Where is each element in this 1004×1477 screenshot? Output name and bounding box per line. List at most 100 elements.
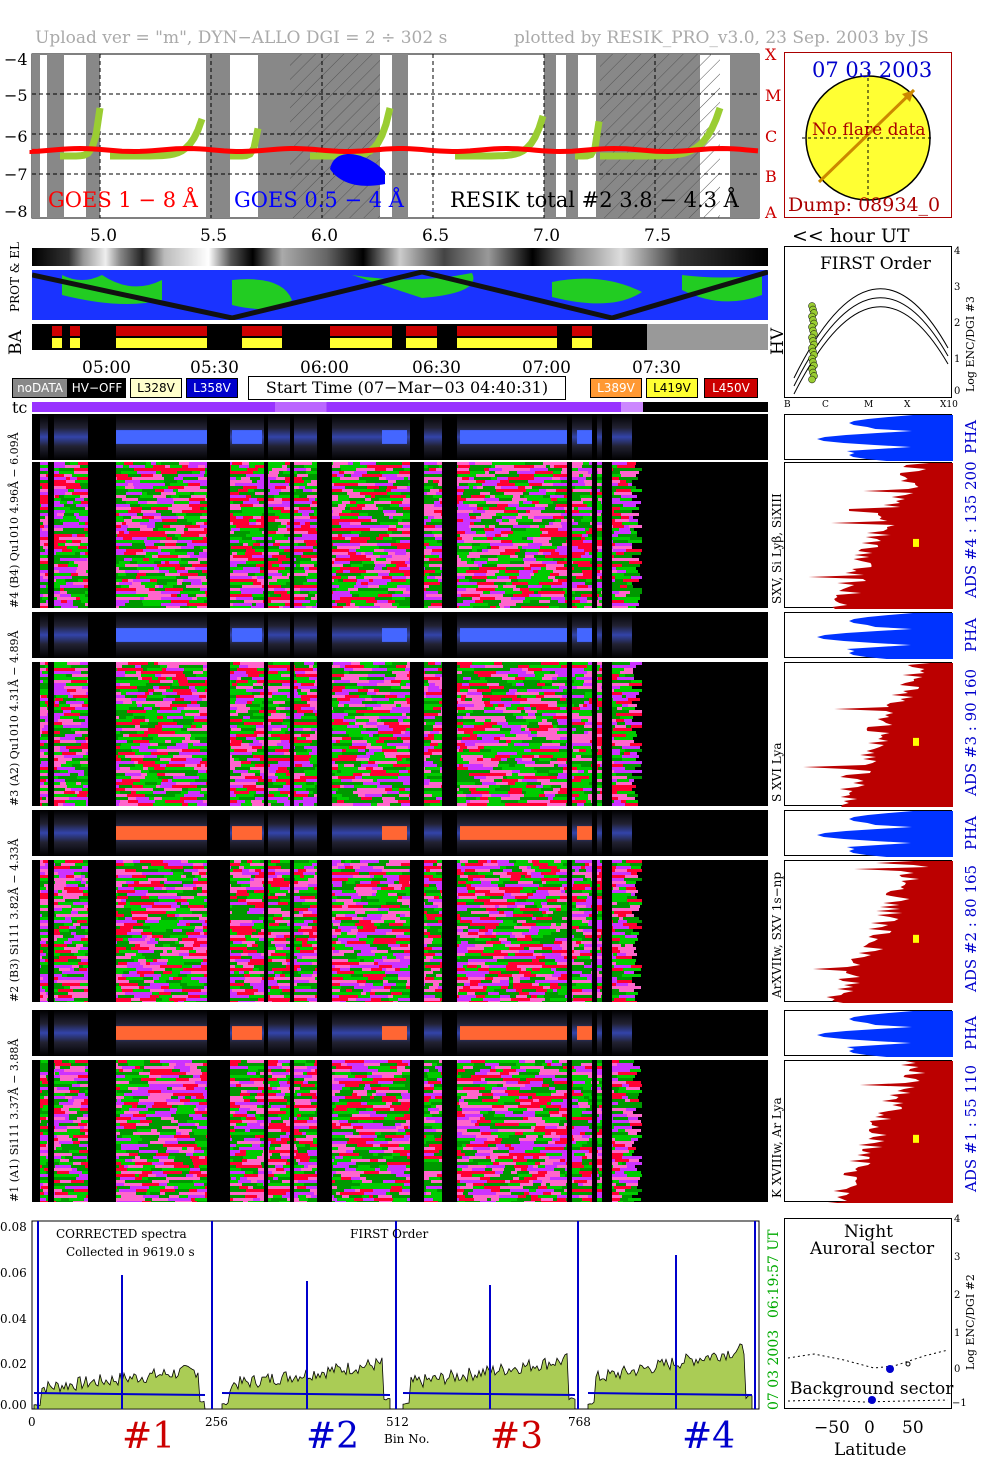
spec-cell	[511, 528, 518, 531]
spec-cell	[345, 695, 359, 698]
spec-cell	[400, 701, 407, 704]
spec-cell	[392, 788, 399, 791]
spec-cell	[461, 698, 465, 701]
spec-cell	[403, 719, 409, 722]
spec-cell	[330, 665, 340, 668]
spec-cell	[272, 564, 279, 567]
spec-cell	[422, 668, 438, 671]
spec-cell	[230, 719, 242, 722]
spec-cell	[597, 480, 602, 483]
spec-cell	[140, 591, 150, 594]
spec-cell	[349, 746, 366, 749]
spec-cell	[80, 728, 94, 731]
spec-cell	[60, 591, 67, 594]
spec-cell	[113, 746, 120, 749]
spec-cell	[305, 522, 310, 525]
spec-cell	[281, 764, 295, 767]
spec-cell	[571, 677, 576, 680]
spec-cell	[522, 480, 528, 483]
spec-cell	[524, 683, 537, 686]
spec-cell	[553, 516, 564, 519]
spec-cell	[474, 534, 486, 537]
spec-cell	[359, 477, 375, 480]
spec-cell	[76, 689, 91, 692]
spec-cell	[254, 698, 272, 701]
spec-cell	[428, 662, 435, 665]
spec-cell	[198, 734, 212, 737]
spec-cell	[629, 683, 647, 686]
spec-cell	[425, 561, 430, 564]
spec-cell	[529, 465, 534, 468]
spec-cell	[146, 710, 157, 713]
spec-cell	[175, 731, 190, 734]
time-tick: 07:30	[632, 358, 681, 378]
spec-cell	[151, 507, 168, 510]
spec-cell	[142, 507, 151, 510]
spec-cell	[343, 558, 359, 561]
spec-cell	[477, 740, 494, 743]
spec-cell	[476, 531, 485, 534]
spec-cell	[485, 531, 501, 534]
nodata-segment	[647, 324, 768, 350]
spec-cell	[168, 507, 185, 510]
spec-cell	[595, 689, 600, 692]
spec-cell	[517, 576, 531, 579]
spec-cell	[366, 767, 373, 770]
spec-cell	[368, 534, 379, 537]
spec-cell	[614, 737, 633, 740]
spec-cell	[345, 686, 363, 689]
spec-cell	[137, 561, 154, 564]
spec-cell	[557, 758, 568, 761]
spec-cell	[455, 576, 465, 579]
spec-cell	[458, 465, 470, 468]
spec-cell	[385, 782, 389, 785]
spec-cell	[63, 528, 78, 531]
spec-cell	[246, 737, 256, 740]
spec-cell	[141, 486, 153, 489]
spec-cell	[119, 546, 125, 549]
spec-cell	[230, 573, 248, 576]
spec-cell	[571, 740, 590, 743]
spec-cell	[151, 785, 156, 788]
spec-cell	[138, 788, 153, 791]
spec-cell	[338, 498, 349, 501]
spec-cell	[524, 749, 531, 752]
spec-cell	[551, 585, 564, 588]
spec-cell	[361, 552, 365, 555]
spec-cell	[227, 579, 238, 582]
spec-cell	[385, 695, 397, 698]
spec-cell	[433, 495, 449, 498]
spec-cell	[473, 486, 477, 489]
spec-cell	[500, 737, 513, 740]
spec-cell	[531, 731, 537, 734]
spec-cell	[54, 728, 71, 731]
ba-segment	[330, 326, 392, 336]
spec-cell	[255, 492, 264, 495]
spec-cell	[541, 594, 560, 597]
gridlines	[32, 54, 759, 218]
spec-cell	[279, 471, 283, 474]
spec-cell	[267, 734, 271, 737]
spec-cell	[344, 710, 356, 713]
spec-cell	[257, 480, 270, 483]
spec-cell	[364, 516, 372, 519]
spec-cell	[232, 683, 237, 686]
pha-signal	[232, 430, 262, 444]
spec-cell	[425, 567, 440, 570]
spec-cell	[476, 588, 495, 591]
spec-cell	[502, 779, 518, 782]
spec-cell	[624, 573, 640, 576]
spec-cell	[289, 770, 304, 773]
spec-cell	[157, 501, 174, 504]
spec-cell	[293, 758, 309, 761]
spec-cell	[465, 531, 476, 534]
spec-cell	[583, 683, 597, 686]
spec-cell	[456, 776, 474, 779]
spec-cell	[310, 704, 314, 707]
spec-cell	[162, 692, 177, 695]
spec-cell	[309, 513, 314, 516]
spec-cell	[557, 546, 563, 549]
spec-cell	[581, 537, 585, 540]
spec-cell	[459, 501, 463, 504]
spec-cell	[162, 779, 168, 782]
